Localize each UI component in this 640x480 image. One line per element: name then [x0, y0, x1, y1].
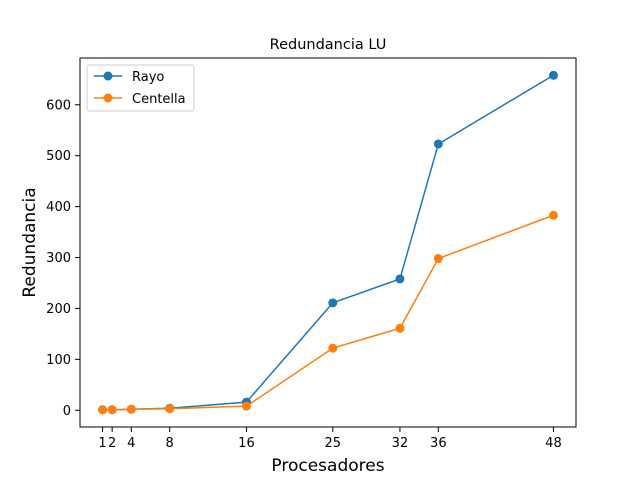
x-axis: 1 2 4 8 16 25 32 36 48	[98, 427, 562, 451]
x-tick-label: 2	[108, 436, 116, 451]
x-tick-label: 32	[392, 436, 409, 451]
y-tick-label: 500	[46, 149, 71, 164]
series-centella	[98, 210, 558, 415]
legend-marker-centella	[103, 93, 113, 103]
x-tick-label: 36	[430, 436, 447, 451]
series-rayo	[98, 70, 558, 415]
data-point-rayo	[328, 298, 338, 308]
data-point-rayo	[433, 139, 443, 149]
series-line-centella	[102, 214, 554, 411]
y-axis: 0 100 200 300 400 500 600	[46, 98, 80, 419]
data-point-centella	[395, 323, 405, 333]
series-line-rayo	[102, 74, 554, 411]
data-point-centella	[98, 405, 108, 415]
plot-frame	[79, 57, 577, 428]
legend-label-rayo: Rayo	[132, 70, 164, 85]
y-tick-label: 600	[46, 98, 71, 113]
legend-label-centella: Centella	[132, 92, 186, 107]
x-tick-label: 25	[325, 436, 342, 451]
data-point-centella	[126, 404, 136, 414]
x-tick-label: 1	[98, 436, 106, 451]
x-tick-label: 16	[238, 436, 255, 451]
plot-lines	[98, 70, 558, 415]
data-point-centella	[107, 405, 117, 415]
x-tick-label: 48	[545, 436, 562, 451]
x-tick-label: 4	[127, 436, 135, 451]
y-tick-label: 100	[46, 353, 71, 368]
data-point-rayo	[395, 274, 405, 284]
y-tick-label: 200	[46, 302, 71, 317]
chart-title: Redundancia LU	[270, 37, 387, 53]
x-axis-label: Procesadores	[271, 456, 384, 476]
y-tick-label: 400	[46, 200, 71, 215]
x-tick-label: 8	[166, 436, 174, 451]
legend-marker-rayo	[103, 71, 113, 81]
data-point-centella	[165, 404, 175, 414]
data-point-rayo	[548, 70, 558, 80]
data-point-centella	[328, 343, 338, 353]
data-point-centella	[433, 254, 443, 264]
y-tick-label: 300	[46, 251, 71, 266]
y-tick-label: 0	[63, 404, 71, 419]
data-point-centella	[548, 210, 558, 220]
legend: Rayo Centella	[86, 64, 195, 112]
y-axis-label: Redundancia	[20, 187, 40, 297]
data-point-centella	[241, 401, 251, 411]
